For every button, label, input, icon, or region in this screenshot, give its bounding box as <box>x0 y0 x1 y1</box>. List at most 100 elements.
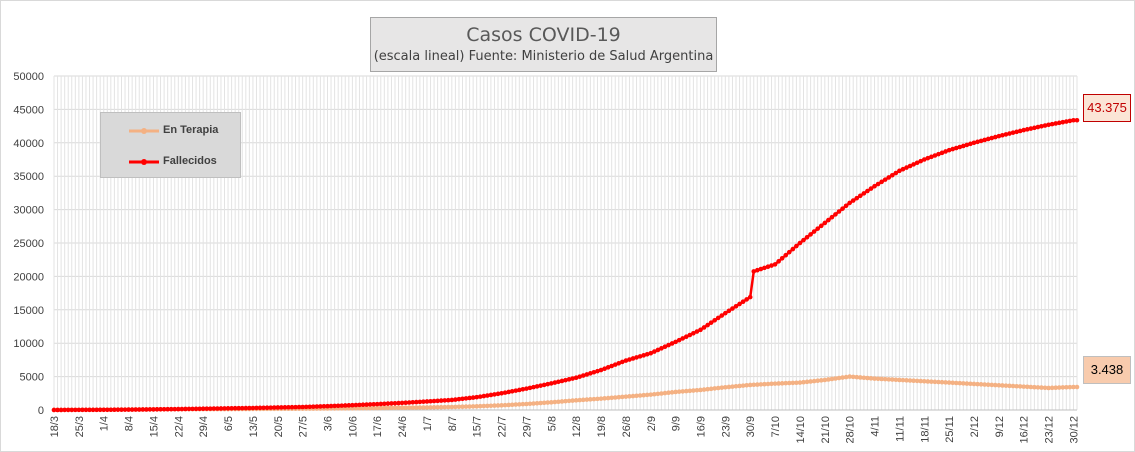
data-point-en-terapia <box>499 403 504 408</box>
data-point-fallecidos <box>339 403 345 408</box>
data-point-fallecidos <box>321 404 327 409</box>
data-point-en-terapia <box>1053 385 1058 390</box>
y-tick-label: 45000 <box>13 104 44 116</box>
legend: En Terapia Fallecidos <box>100 112 241 178</box>
x-tick-label: 19/8 <box>596 416 608 437</box>
data-point-fallecidos <box>872 183 877 189</box>
data-point-en-terapia <box>996 382 1002 388</box>
y-axis: 0 5000 10000 15000 20000 25000 30000 35000 40000… <box>13 71 44 417</box>
data-point-en-terapia <box>1067 384 1073 390</box>
data-point-en-terapia <box>421 405 426 410</box>
data-point-en-terapia <box>726 384 732 390</box>
x-tick-label: 1/4 <box>99 416 111 431</box>
data-point-fallecidos <box>499 391 504 396</box>
data-point-fallecidos <box>296 404 302 410</box>
data-point-en-terapia <box>815 378 820 384</box>
data-point-en-terapia <box>389 405 394 411</box>
data-point-fallecidos <box>843 203 849 209</box>
data-point-en-terapia <box>957 380 963 386</box>
data-point-en-terapia <box>1010 383 1016 389</box>
data-point-fallecidos <box>101 407 107 413</box>
data-point-en-terapia <box>431 405 437 410</box>
data-point-fallecidos <box>1007 131 1012 136</box>
data-point-en-terapia <box>946 380 952 385</box>
data-point-en-terapia <box>357 405 362 411</box>
data-point-fallecidos <box>850 198 856 203</box>
data-point-fallecidos <box>129 407 135 412</box>
data-point-fallecidos <box>154 407 160 412</box>
x-axis: 18/3 25/3 1/4 8/4 15/4 22/4 29/4 6/5 13/5 20/5 27/… <box>49 409 1080 444</box>
x-tick-label: 8/7 <box>447 416 459 431</box>
data-point-en-terapia <box>911 378 916 384</box>
data-point-en-terapia <box>470 404 476 409</box>
x-tick-label: 2/12 <box>969 416 981 437</box>
data-point-fallecidos <box>300 404 305 410</box>
data-point-fallecidos <box>772 262 778 267</box>
data-point-fallecidos <box>826 217 831 223</box>
data-point-fallecidos <box>833 212 838 217</box>
chart-subtitle: (escala lineal) Fuente: Ministerio de Sa… <box>373 49 714 64</box>
data-point-en-terapia <box>445 404 451 410</box>
data-point-fallecidos <box>360 402 366 408</box>
data-point-en-terapia <box>488 403 494 409</box>
legend-swatch-en-terapia <box>129 128 159 134</box>
data-point-en-terapia <box>580 397 586 403</box>
data-point-en-terapia <box>467 404 472 409</box>
data-point-fallecidos <box>669 341 675 346</box>
data-point-en-terapia <box>449 404 455 410</box>
data-point-en-terapia <box>517 402 522 407</box>
data-point-fallecidos <box>367 402 373 407</box>
x-tick-label: 8/4 <box>124 416 136 431</box>
data-point-en-terapia <box>1007 383 1012 389</box>
data-point-fallecidos <box>975 139 980 145</box>
data-point-fallecidos <box>726 308 732 314</box>
y-tick-label: 25000 <box>13 238 44 250</box>
data-point-fallecidos <box>630 356 636 361</box>
data-point-fallecidos <box>882 177 888 182</box>
data-point-fallecidos <box>293 404 298 410</box>
data-point-fallecidos <box>1003 132 1009 137</box>
data-point-fallecidos <box>691 330 696 336</box>
data-point-fallecidos <box>548 381 554 386</box>
data-point-en-terapia <box>698 387 703 393</box>
data-point-en-terapia <box>971 381 977 387</box>
data-point-fallecidos <box>506 389 511 395</box>
data-point-fallecidos <box>215 406 220 411</box>
data-point-en-terapia <box>1039 385 1044 390</box>
data-point-fallecidos <box>929 154 934 160</box>
data-point-fallecidos <box>58 407 64 413</box>
data-point-fallecidos <box>55 407 60 413</box>
data-point-en-terapia <box>733 383 739 389</box>
data-point-fallecidos <box>435 398 440 404</box>
data-point-fallecidos <box>197 406 202 412</box>
data-point-fallecidos <box>211 406 217 411</box>
x-tick-label: 16/9 <box>695 416 707 437</box>
data-point-en-terapia <box>520 401 526 407</box>
data-point-fallecidos <box>1032 125 1037 131</box>
data-point-fallecidos <box>1074 117 1080 123</box>
x-tick-label: 27/5 <box>298 416 310 437</box>
data-point-fallecidos <box>481 393 487 399</box>
data-point-en-terapia <box>801 379 806 385</box>
data-point-fallecidos <box>982 137 987 143</box>
data-point-fallecidos <box>161 406 167 412</box>
data-point-fallecidos <box>342 403 348 408</box>
data-point-en-terapia <box>1074 384 1080 390</box>
data-point-fallecidos <box>1024 127 1030 132</box>
data-point-fallecidos <box>168 406 174 412</box>
data-point-en-terapia <box>978 382 984 387</box>
data-point-fallecidos <box>971 140 977 146</box>
data-point-fallecidos <box>996 133 1002 139</box>
data-point-fallecidos <box>176 406 181 412</box>
data-point-en-terapia <box>534 400 540 406</box>
data-point-fallecidos <box>460 396 465 402</box>
data-point-fallecidos <box>520 386 526 392</box>
data-point-en-terapia <box>879 376 884 382</box>
data-point-en-terapia <box>1056 385 1062 390</box>
data-point-en-terapia <box>563 398 568 404</box>
y-tick-label: 30000 <box>13 205 44 217</box>
data-point-fallecidos <box>392 400 398 406</box>
data-point-fallecidos <box>87 407 92 413</box>
data-point-en-terapia <box>818 378 824 383</box>
